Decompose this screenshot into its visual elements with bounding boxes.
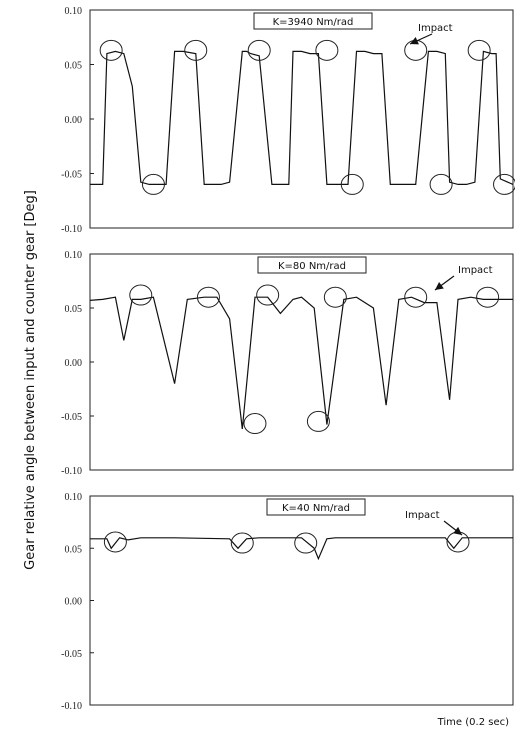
impact-circle: [230, 532, 254, 554]
impact-annotation: Impact: [458, 265, 493, 276]
y-tick-label: -0.05: [61, 649, 82, 660]
impact-circle: [315, 39, 339, 61]
y-tick-label: 0.00: [65, 358, 83, 369]
impact-circle: [467, 39, 491, 61]
y-tick-label: 0.00: [65, 115, 83, 126]
x-axis-label: Time (0.2 sec): [437, 717, 509, 728]
y-tick-label: 0.10: [65, 250, 83, 261]
plot-frame: [89, 495, 514, 706]
impact-circle: [404, 286, 428, 308]
impact-circle: [103, 531, 127, 553]
impact-circle: [196, 286, 220, 308]
impact-circle: [429, 173, 453, 195]
panel-3: 0.10 0.05 0.00 -0.05 -0.10 K=40 Nm/rad Impact: [61, 492, 514, 712]
y-tick-label: 0.05: [65, 61, 83, 72]
stiffness-label: K=40 Nm/rad: [282, 503, 350, 514]
impact-circle: [323, 286, 347, 308]
y-tick-label: -0.05: [61, 170, 82, 181]
y-axis-label: Gear relative angle between input and co…: [23, 190, 38, 570]
impact-circle: [99, 39, 123, 61]
y-tick-label: -0.05: [61, 412, 82, 423]
impact-circle: [446, 531, 470, 553]
impact-circle: [184, 39, 208, 61]
impact-circle: [129, 284, 153, 306]
impact-circle: [306, 410, 330, 432]
panel-2: 0.10 0.05 0.00 -0.05 -0.10 K=80 Nm/rad Impact: [61, 250, 514, 477]
stiffness-label-box: [253, 12, 373, 30]
angle-series-line: [90, 537, 513, 561]
y-tick-label: 0.05: [65, 304, 83, 315]
impact-circle: [340, 173, 364, 195]
impact-arrowhead: [453, 526, 462, 535]
y-tick-label: 0.00: [65, 597, 83, 608]
impact-circle: [256, 284, 280, 306]
stiffness-label: K=3940 Nm/rad: [273, 17, 354, 28]
plot-frame: [89, 253, 514, 471]
stiffness-label-box: [266, 498, 366, 516]
impact-annotation: Impact: [405, 510, 440, 521]
panels: 0.10 0.05 0.00 -0.05 -0.10 K=3940 Nm/rad Impac…: [61, 6, 515, 712]
y-tick-label: -0.10: [61, 466, 82, 477]
impact-circle: [476, 286, 500, 308]
impact-arrowhead: [410, 37, 419, 45]
stiffness-label-box: [257, 256, 367, 274]
panel-1: 0.10 0.05 0.00 -0.05 -0.10 K=3940 Nm/rad Impac…: [61, 6, 515, 235]
impact-circle: [493, 173, 515, 195]
y-tick-label: 0.10: [65, 492, 83, 503]
stiffness-label: K=80 Nm/rad: [278, 261, 346, 272]
y-tick-label: -0.10: [61, 224, 82, 235]
impact-circle: [247, 39, 271, 61]
impact-circle: [294, 532, 318, 554]
impact-circle: [243, 413, 267, 435]
y-tick-label: 0.10: [65, 6, 83, 17]
angle-series-line: [89, 296, 513, 430]
y-tick-label: 0.05: [65, 544, 83, 555]
impact-arrowhead: [435, 282, 444, 290]
y-tick-label: -0.10: [61, 701, 82, 712]
plot-frame: [89, 9, 514, 229]
impact-annotation: Impact: [418, 23, 453, 34]
angle-series-line: [90, 50, 514, 185]
impact-circle: [141, 173, 165, 195]
